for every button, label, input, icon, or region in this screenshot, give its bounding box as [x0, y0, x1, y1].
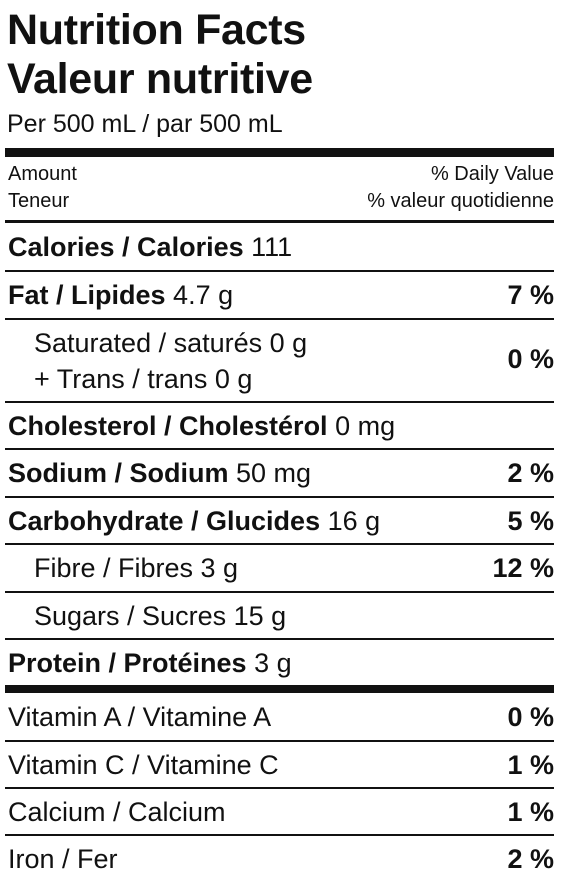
fat-daily-value: 7 %	[507, 280, 554, 310]
divider	[5, 787, 554, 789]
daily-value-header-fr: % valeur quotidienne	[367, 190, 554, 212]
trans-line: + Trans / trans 0 g	[34, 364, 253, 394]
thick-divider-top	[5, 148, 554, 157]
carbohydrate-amount: 16 g	[327, 506, 381, 536]
sugars-label: Sugars / Sucres 15 g	[34, 601, 287, 631]
vitamin-daily-value: 0 %	[507, 702, 554, 732]
divider	[5, 448, 554, 450]
saturated-daily-value: 0 %	[507, 344, 554, 374]
saturated-line: Saturated / saturés 0 g	[34, 328, 308, 358]
fibre-daily-value: 12 %	[492, 553, 554, 583]
vitamin-label: Iron / Fer	[8, 844, 118, 874]
carbohydrate-daily-value: 5 %	[507, 506, 554, 536]
divider	[5, 834, 554, 836]
fibre-row: Fibre / Fibres 3 g 12 %	[5, 544, 554, 592]
cholesterol-amount: 0 mg	[335, 411, 396, 441]
sodium-row: Sodium / Sodium 50 mg 2 %	[5, 449, 554, 497]
protein-row: Protein / Protéines 3 g	[5, 639, 554, 687]
calories-row: Calories / Calories 111	[5, 223, 554, 271]
divider	[5, 318, 554, 320]
divider	[5, 401, 554, 403]
fibre-label: Fibre / Fibres 3 g	[34, 553, 239, 583]
vitamin-label: Calcium / Calcium	[8, 797, 226, 827]
amount-header-fr: Teneur	[8, 190, 70, 212]
sodium-amount: 50 mg	[236, 458, 312, 488]
divider	[5, 220, 554, 223]
divider	[5, 270, 554, 272]
vitamin-label: Vitamin C / Vitamine C	[8, 750, 279, 780]
title-english: Nutrition Facts	[7, 6, 306, 54]
title-french: Valeur nutritive	[7, 55, 313, 103]
divider	[5, 591, 554, 593]
vitamin-row: Vitamin C / Vitamine C 1 %	[5, 741, 554, 789]
divider	[5, 496, 554, 498]
divider	[5, 543, 554, 545]
calories-label: Calories / Calories	[8, 232, 244, 262]
fat-label: Fat / Lipides	[8, 280, 166, 310]
divider	[5, 740, 554, 742]
serving-size: Per 500 mL / par 500 mL	[7, 110, 283, 138]
vitamin-daily-value: 2 %	[507, 844, 554, 874]
sodium-label: Sodium / Sodium	[8, 458, 229, 488]
vitamin-row: Vitamin A / Vitamine A 0 %	[5, 693, 554, 741]
saturated-row: 0 %	[5, 335, 554, 383]
carbohydrate-row: Carbohydrate / Glucides 16 g 5 %	[5, 497, 554, 545]
sodium-daily-value: 2 %	[507, 458, 554, 488]
vitamin-daily-value: 1 %	[507, 797, 554, 827]
protein-label: Protein / Protéines	[8, 648, 247, 678]
protein-amount: 3 g	[254, 648, 292, 678]
fat-row: Fat / Lipides 4.7 g 7 %	[5, 271, 554, 319]
fat-amount: 4.7 g	[173, 280, 234, 310]
divider	[5, 638, 554, 640]
thick-divider-vitamins	[5, 685, 554, 693]
carbohydrate-label: Carbohydrate / Glucides	[8, 506, 321, 536]
daily-value-header: % Daily Value	[430, 163, 554, 185]
cholesterol-row: Cholesterol / Cholestérol 0 mg	[5, 402, 554, 450]
vitamin-label: Vitamin A / Vitamine A	[8, 702, 272, 732]
sugars-row: Sugars / Sucres 15 g	[5, 592, 554, 640]
vitamin-row: Iron / Fer 2 %	[5, 835, 554, 883]
amount-header: Amount	[8, 163, 77, 185]
calories-amount: 111	[251, 232, 293, 262]
vitamin-row: Calcium / Calcium 1 %	[5, 788, 554, 836]
vitamin-daily-value: 1 %	[507, 750, 554, 780]
cholesterol-label: Cholesterol / Cholestérol	[8, 411, 328, 441]
